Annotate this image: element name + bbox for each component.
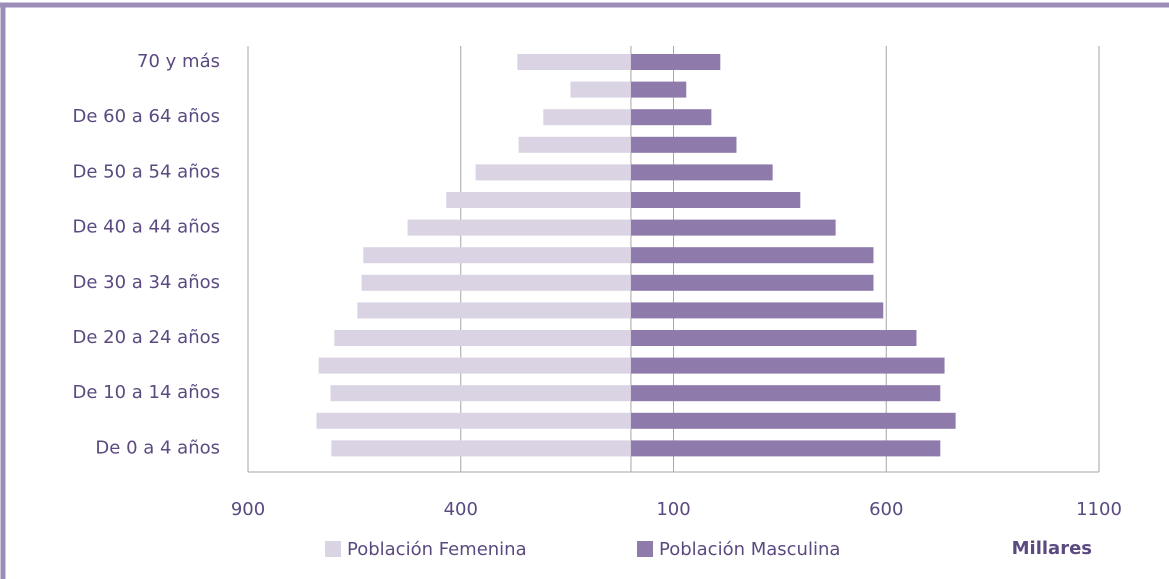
bar bbox=[318, 357, 631, 374]
bar bbox=[334, 330, 631, 346]
legend-swatch bbox=[325, 541, 341, 557]
bar bbox=[518, 136, 631, 153]
bar bbox=[630, 81, 687, 98]
bar bbox=[357, 302, 631, 319]
bar bbox=[331, 440, 631, 457]
bar bbox=[543, 109, 631, 126]
y-tick-label: De 0 a 4 años bbox=[95, 437, 220, 458]
x-tick-label: 400 bbox=[444, 499, 478, 520]
x-tick-label: 1100 bbox=[1076, 499, 1122, 520]
bar bbox=[630, 330, 917, 346]
bar bbox=[630, 136, 737, 153]
bar bbox=[630, 164, 773, 181]
bar bbox=[446, 192, 631, 208]
x-tick-label: 600 bbox=[869, 499, 903, 520]
legend-swatch bbox=[637, 541, 653, 557]
y-tick-label: De 20 a 24 años bbox=[73, 327, 221, 348]
x-tick-label: 100 bbox=[656, 499, 690, 520]
bar bbox=[475, 164, 631, 181]
y-tick-label: De 10 a 14 años bbox=[73, 382, 221, 403]
bar bbox=[407, 219, 631, 236]
bar bbox=[630, 385, 941, 402]
bar bbox=[330, 385, 631, 402]
bar bbox=[630, 440, 941, 457]
bar bbox=[630, 412, 956, 429]
bar bbox=[361, 274, 631, 291]
bar bbox=[316, 412, 631, 429]
unit-label: Millares bbox=[1012, 538, 1092, 559]
bar bbox=[630, 109, 712, 126]
bar bbox=[630, 192, 801, 208]
bar bbox=[363, 247, 631, 264]
x-tick-label: 900 bbox=[231, 499, 265, 520]
legend-label: Población Masculina bbox=[659, 539, 840, 560]
bar bbox=[630, 274, 874, 291]
bar bbox=[630, 54, 721, 70]
y-tick-label: De 60 a 64 años bbox=[73, 106, 221, 127]
bar bbox=[570, 81, 631, 98]
bar bbox=[630, 302, 884, 319]
y-tick-label: 70 y más bbox=[137, 51, 220, 72]
legend-label: Población Femenina bbox=[347, 539, 527, 560]
bar bbox=[630, 357, 945, 374]
bar bbox=[630, 247, 874, 264]
y-tick-label: De 50 a 54 años bbox=[73, 161, 221, 182]
bar bbox=[630, 219, 836, 236]
bar bbox=[517, 54, 631, 70]
y-tick-label: De 30 a 34 años bbox=[73, 272, 221, 293]
y-tick-label: De 40 a 44 años bbox=[73, 217, 221, 238]
